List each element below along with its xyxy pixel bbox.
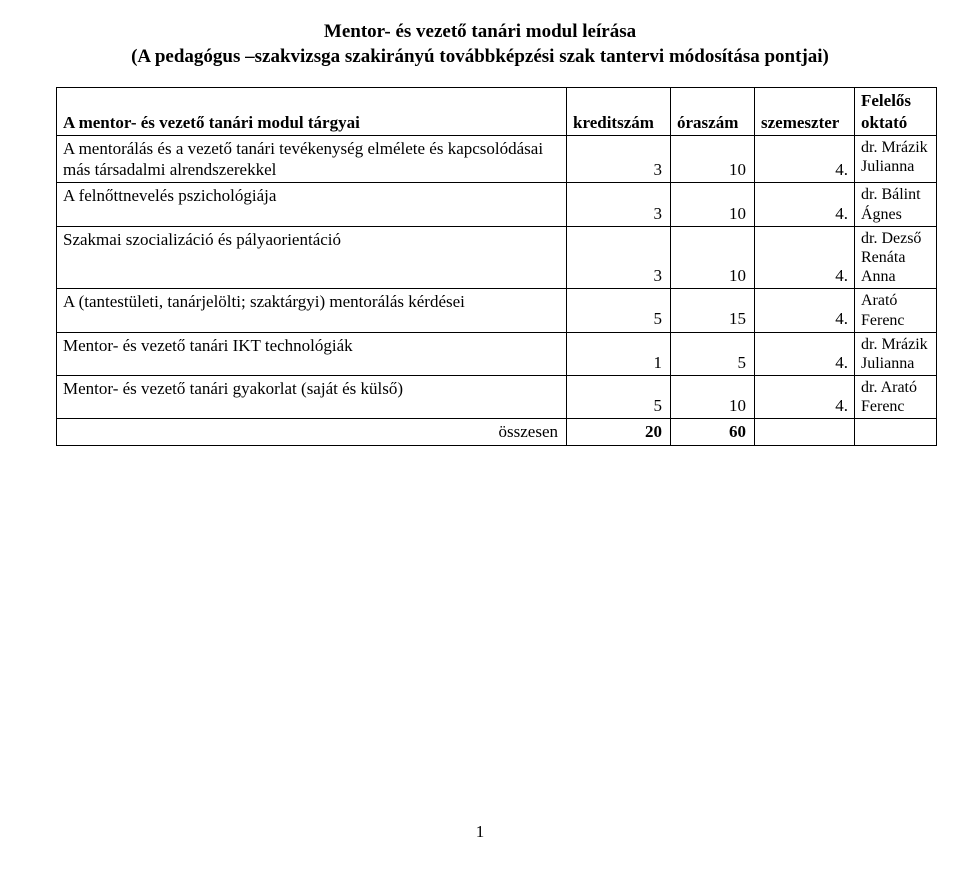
cell-kredit: 3: [567, 183, 671, 226]
table-row: Mentor- és vezető tanári IKT technológiá…: [57, 332, 937, 375]
cell-szem: 4.: [755, 289, 855, 332]
page: Mentor- és vezető tanári modul leírása (…: [0, 0, 960, 878]
cell-ora: 10: [671, 183, 755, 226]
cell-ora: 15: [671, 289, 755, 332]
table-row: A mentorálás és a vezető tanári tevékeny…: [57, 135, 937, 183]
cell-subject: Mentor- és vezető tanári IKT technológiá…: [57, 332, 567, 375]
title-line-2: (A pedagógus –szakvizsga szakirányú tová…: [56, 45, 904, 70]
cell-kredit: 5: [567, 289, 671, 332]
module-table: A mentor- és vezető tanári modul tárgyai…: [56, 87, 937, 445]
cell-szem: 4.: [755, 332, 855, 375]
title-line-1: Mentor- és vezető tanári modul leírása: [56, 20, 904, 45]
table-header-row: A mentor- és vezető tanári modul tárgyai…: [57, 88, 937, 136]
cell-okt: dr. Arató Ferenc: [855, 376, 937, 419]
table-row: Szakmai szocializáció és pályaorientáció…: [57, 226, 937, 289]
summary-szem-empty: [755, 419, 855, 445]
summary-label: összesen: [57, 419, 567, 445]
col-header-subject: A mentor- és vezető tanári modul tárgyai: [57, 88, 567, 136]
summary-okt-empty: [855, 419, 937, 445]
cell-subject: A mentorálás és a vezető tanári tevékeny…: [57, 135, 567, 183]
cell-subject: Mentor- és vezető tanári gyakorlat (sajá…: [57, 376, 567, 419]
page-number: 1: [0, 822, 960, 842]
table-row: A felnőttnevelés pszichológiája 3 10 4. …: [57, 183, 937, 226]
col-header-okt: Felelős oktató: [855, 88, 937, 136]
col-header-ora: óraszám: [671, 88, 755, 136]
cell-okt: Arató Ferenc: [855, 289, 937, 332]
cell-okt: dr. Mrázik Julianna: [855, 135, 937, 183]
cell-kredit: 3: [567, 226, 671, 289]
cell-subject: A (tantestületi, tanárjelölti; szaktárgy…: [57, 289, 567, 332]
cell-szem: 4.: [755, 183, 855, 226]
document-title: Mentor- és vezető tanári modul leírása (…: [56, 20, 904, 69]
table-row: A (tantestületi, tanárjelölti; szaktárgy…: [57, 289, 937, 332]
cell-kredit: 3: [567, 135, 671, 183]
cell-okt: dr. Mrázik Julianna: [855, 332, 937, 375]
cell-ora: 10: [671, 376, 755, 419]
cell-ora: 5: [671, 332, 755, 375]
cell-okt: dr. Dezső Renáta Anna: [855, 226, 937, 289]
cell-szem: 4.: [755, 135, 855, 183]
cell-ora: 10: [671, 226, 755, 289]
table-row: Mentor- és vezető tanári gyakorlat (sajá…: [57, 376, 937, 419]
col-header-szem: szemeszter: [755, 88, 855, 136]
summary-row: összesen 20 60: [57, 419, 937, 445]
summary-ora: 60: [671, 419, 755, 445]
cell-subject: A felnőttnevelés pszichológiája: [57, 183, 567, 226]
col-header-kredit: kreditszám: [567, 88, 671, 136]
summary-kredit: 20: [567, 419, 671, 445]
cell-ora: 10: [671, 135, 755, 183]
cell-szem: 4.: [755, 226, 855, 289]
cell-szem: 4.: [755, 376, 855, 419]
cell-subject: Szakmai szocializáció és pályaorientáció: [57, 226, 567, 289]
cell-okt: dr. Bálint Ágnes: [855, 183, 937, 226]
cell-kredit: 1: [567, 332, 671, 375]
cell-kredit: 5: [567, 376, 671, 419]
